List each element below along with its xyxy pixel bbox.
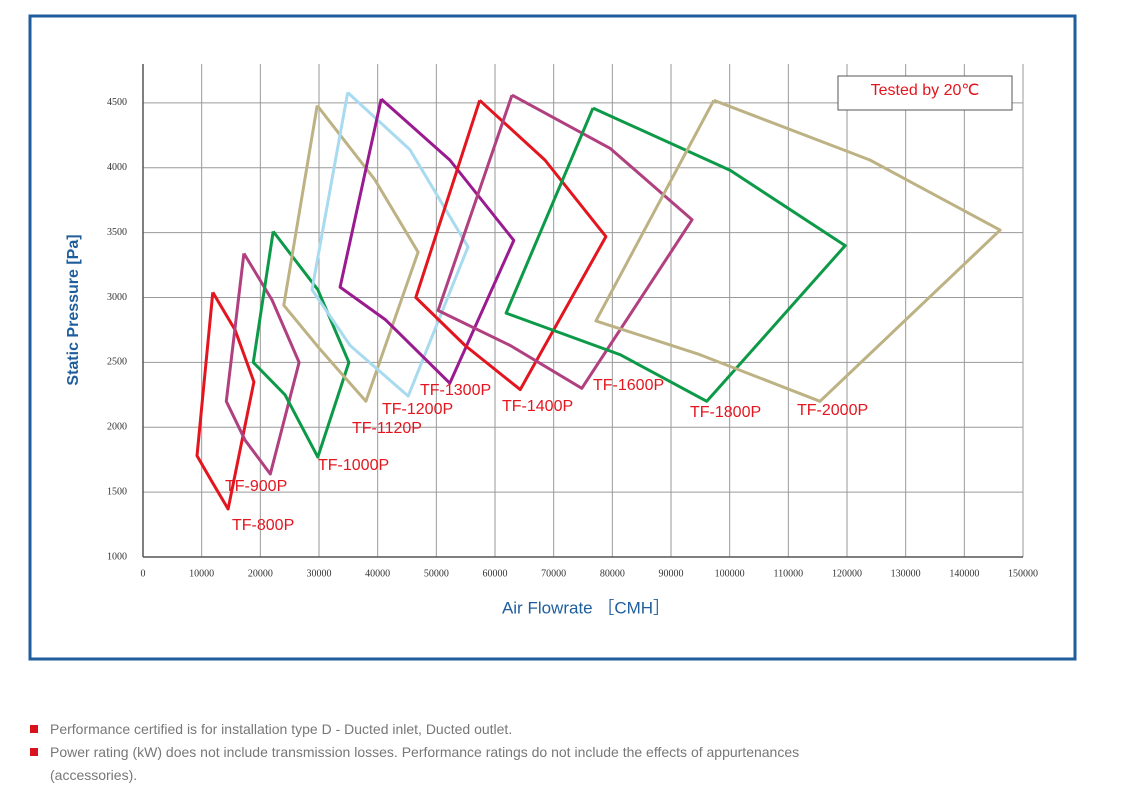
series-label: TF-1200P	[382, 401, 453, 418]
chart: 0 10000 20000 30000 40000 50000 60000 70000 8000…	[28, 14, 1077, 661]
x-tick-label: 60000	[483, 568, 508, 579]
series-label: TF-1400P	[502, 398, 573, 415]
x-tick-label: 50000	[424, 568, 449, 579]
x-axis-title: Air Flowrate ［CMH］	[502, 598, 670, 617]
y-tick-label: 1500	[107, 486, 127, 497]
series-outline	[310, 91, 470, 398]
series-label: TF-2000P	[797, 402, 868, 419]
x-tick-label: 140000	[949, 568, 979, 579]
series-label: TF-800P	[232, 517, 294, 534]
series-label: TF-1000P	[318, 457, 389, 474]
x-tick-label: 20000	[248, 568, 273, 579]
footnote: Performance certified is for installatio…	[30, 718, 890, 741]
series-outline	[224, 252, 301, 476]
footnote: Power rating (kW) does not include trans…	[30, 741, 890, 787]
x-tick-label: 30000	[307, 568, 332, 579]
x-tick-label: 80000	[600, 568, 625, 579]
series-outline	[338, 97, 516, 385]
y-tick-label: 3000	[107, 292, 127, 303]
series-outline	[282, 104, 420, 403]
x-tick-label: 120000	[832, 568, 862, 579]
series-outline	[414, 99, 608, 392]
series-label: TF-1120P	[352, 420, 422, 437]
x-tick-label: 90000	[659, 568, 684, 579]
y-tick-label: 4500	[107, 97, 127, 108]
series-outline	[594, 98, 1002, 403]
series-outline	[251, 230, 351, 459]
series-label: TF-1600P	[593, 377, 664, 394]
x-tick-label: 150000	[1008, 568, 1038, 579]
y-tick-label: 3500	[107, 227, 127, 238]
x-tick-label: 110000	[774, 568, 804, 579]
series-label: TF-1800P	[690, 404, 761, 421]
annotation-box	[837, 75, 1013, 111]
series-outline	[436, 93, 694, 390]
chart-frame	[28, 14, 1077, 661]
y-tick-label: 2500	[107, 357, 127, 368]
y-axis-title: Static Pressure [Pa]	[65, 234, 82, 385]
series-label: TF-1300P	[420, 382, 491, 399]
x-tick-label: 130000	[891, 568, 921, 579]
x-tick-label: 10000	[189, 568, 214, 579]
x-tick-label: 100000	[715, 568, 745, 579]
y-tick-label: 1000	[107, 551, 127, 562]
x-tick-label: 0	[141, 568, 146, 579]
x-tick-label: 70000	[541, 568, 566, 579]
series-outline	[504, 106, 847, 403]
series-label: TF-900P	[225, 478, 287, 495]
y-tick-label: 4000	[107, 162, 127, 173]
y-tick-label: 2000	[107, 422, 127, 433]
x-tick-label: 40000	[365, 568, 390, 579]
annotation: Tested by 20℃	[871, 82, 980, 99]
